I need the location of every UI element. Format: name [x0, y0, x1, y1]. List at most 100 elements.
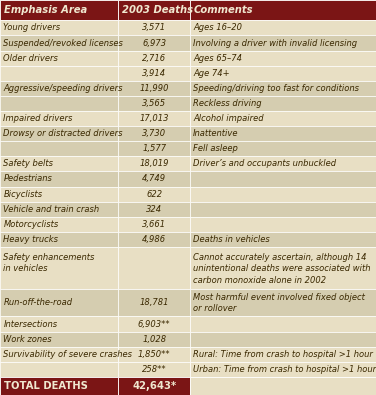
Text: Deaths in vehicles: Deaths in vehicles [193, 235, 270, 244]
Bar [190, 126, 376, 141]
Text: Aggressive/speeding drivers: Aggressive/speeding drivers [3, 84, 123, 93]
Text: Intersections: Intersections [3, 320, 58, 329]
Bar [118, 171, 190, 186]
Text: 18,781: 18,781 [139, 298, 169, 307]
Bar [190, 186, 376, 202]
Text: Rural: Time from crash to hospital >1 hour: Rural: Time from crash to hospital >1 ho… [193, 350, 373, 359]
Bar [190, 66, 376, 81]
Bar [190, 347, 376, 362]
Bar [118, 96, 190, 111]
Text: 258**: 258** [142, 365, 167, 374]
Bar [0, 331, 118, 347]
Text: Older drivers: Older drivers [3, 54, 58, 63]
Bar [118, 111, 190, 126]
Bar [118, 186, 190, 202]
Bar [118, 331, 190, 347]
Text: 3,661: 3,661 [142, 220, 166, 229]
Text: Involving a driver with invalid licensing: Involving a driver with invalid licensin… [193, 39, 358, 47]
Bar [0, 316, 118, 331]
Bar [0, 202, 118, 217]
Bar [190, 377, 376, 395]
Text: Reckless driving: Reckless driving [193, 99, 262, 108]
Bar [0, 377, 118, 395]
Text: 2,716: 2,716 [142, 54, 166, 63]
Text: Urban: Time from crash to hospital >1 hour: Urban: Time from crash to hospital >1 ho… [193, 365, 376, 374]
Text: Inattentive: Inattentive [193, 129, 239, 138]
Text: 4,986: 4,986 [142, 235, 166, 244]
Bar [118, 126, 190, 141]
Bar [118, 36, 190, 51]
Bar [118, 51, 190, 66]
Bar [0, 111, 118, 126]
Text: 42,643*: 42,643* [132, 381, 176, 391]
Bar [118, 0, 190, 21]
Text: 1,850**: 1,850** [138, 350, 170, 359]
Text: Bicyclists: Bicyclists [3, 190, 42, 199]
Bar [190, 217, 376, 232]
Bar [0, 186, 118, 202]
Text: 18,019: 18,019 [139, 160, 169, 168]
Text: Young drivers: Young drivers [3, 23, 61, 32]
Bar [190, 81, 376, 96]
Text: Alcohol impaired: Alcohol impaired [193, 114, 264, 123]
Bar [0, 0, 118, 21]
Bar [118, 347, 190, 362]
Text: Ages 16–20: Ages 16–20 [193, 23, 242, 32]
Bar [0, 289, 118, 316]
Bar [118, 141, 190, 156]
Bar [0, 347, 118, 362]
Bar [190, 202, 376, 217]
Bar [190, 331, 376, 347]
Text: 11,990: 11,990 [139, 84, 169, 93]
Bar [0, 171, 118, 186]
Bar [0, 81, 118, 96]
Text: Cannot accurately ascertain, although 14
unintentional deaths were associated wi: Cannot accurately ascertain, although 14… [193, 253, 371, 284]
Bar [190, 96, 376, 111]
Text: Pedestrians: Pedestrians [3, 175, 52, 184]
Text: 1,028: 1,028 [142, 335, 166, 344]
Text: Work zones: Work zones [3, 335, 52, 344]
Text: 1,577: 1,577 [142, 144, 166, 153]
Text: Fell asleep: Fell asleep [193, 144, 238, 153]
Text: 622: 622 [146, 190, 162, 199]
Bar [0, 36, 118, 51]
Text: 6,903**: 6,903** [138, 320, 170, 329]
Text: Run-off-the-road: Run-off-the-road [3, 298, 73, 307]
Bar [0, 141, 118, 156]
Bar [118, 217, 190, 232]
Bar [190, 247, 376, 289]
Bar [190, 289, 376, 316]
Text: TOTAL DEATHS: TOTAL DEATHS [4, 381, 88, 391]
Bar [118, 232, 190, 247]
Text: Suspended/revoked licenses: Suspended/revoked licenses [3, 39, 123, 47]
Text: 4,749: 4,749 [142, 175, 166, 184]
Bar [0, 126, 118, 141]
Bar [0, 156, 118, 171]
Bar [118, 202, 190, 217]
Text: 2003 Deaths: 2003 Deaths [122, 5, 193, 15]
Text: Speeding/driving too fast for conditions: Speeding/driving too fast for conditions [193, 84, 359, 93]
Bar [118, 81, 190, 96]
Bar [190, 232, 376, 247]
Bar [118, 362, 190, 377]
Bar [118, 377, 190, 395]
Text: 3,565: 3,565 [142, 99, 166, 108]
Text: Impaired drivers: Impaired drivers [3, 114, 73, 123]
Bar [0, 362, 118, 377]
Text: Safety enhancements
in vehicles: Safety enhancements in vehicles [3, 253, 95, 273]
Text: Motorcyclists: Motorcyclists [3, 220, 59, 229]
Text: Safety belts: Safety belts [3, 160, 53, 168]
Text: 17,013: 17,013 [139, 114, 169, 123]
Bar [190, 21, 376, 36]
Bar [0, 66, 118, 81]
Text: Driver’s and occupants unbuckled: Driver’s and occupants unbuckled [193, 160, 337, 168]
Bar [190, 111, 376, 126]
Bar [190, 36, 376, 51]
Bar [190, 156, 376, 171]
Bar [118, 316, 190, 331]
Bar [0, 247, 118, 289]
Text: Vehicle and train crash: Vehicle and train crash [3, 205, 100, 214]
Bar [0, 217, 118, 232]
Bar [0, 51, 118, 66]
Text: Ages 65–74: Ages 65–74 [193, 54, 242, 63]
